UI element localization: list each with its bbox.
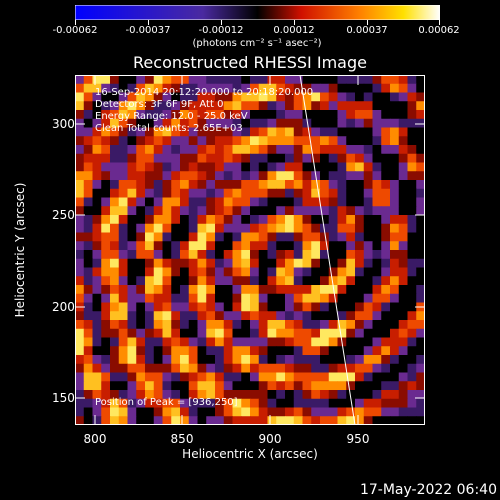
colorbar-tick-label: -0.00012 (198, 25, 244, 36)
colorbar-tick (75, 20, 76, 25)
colorbar-tick-label: 0.00037 (346, 25, 388, 36)
x-tick-label: 800 (83, 432, 107, 446)
colorbar-tick-label: -0.00037 (125, 25, 171, 36)
plot-frame (75, 75, 425, 425)
colorbar-tick-label: 0.00012 (273, 25, 315, 36)
colorbar-units: (photons cm⁻² s⁻¹ asec⁻²) (192, 38, 322, 49)
info-counts: Clean Total counts: 2.65E+03 (95, 123, 243, 134)
info-energy-range: Energy Range: 12.0 - 25.0 keV (95, 111, 248, 122)
peak-position-label: Position of Peak = [936,250] (95, 397, 238, 408)
x-tick-label: 900 (258, 432, 282, 446)
y-tick-label: 300 (52, 117, 75, 131)
colorbar (75, 5, 440, 20)
y-tick-label: 250 (52, 208, 75, 222)
date-stamp: 17-May-2022 06:40 (359, 482, 497, 498)
colorbar-tick (148, 20, 149, 25)
x-axis-label: Heliocentric X (arcsec) (182, 447, 318, 461)
plot-title: Reconstructed RHESSI Image (133, 53, 367, 72)
y-tick-label: 150 (52, 391, 75, 405)
rhessi-image (75, 75, 425, 425)
y-tick-label: 200 (52, 300, 75, 314)
x-tick-label: 950 (346, 432, 370, 446)
colorbar-tick (294, 20, 295, 25)
y-axis-label: Heliocentric Y (arcsec) (13, 182, 27, 318)
colorbar-tick-label: 0.00062 (418, 25, 460, 36)
colorbar-tick (221, 20, 222, 25)
x-tick-label: 850 (170, 432, 194, 446)
colorbar-tick (439, 20, 440, 25)
colorbar-tick (367, 20, 368, 25)
solar-limb-line (299, 75, 356, 425)
info-time-range: 16-Sep-2014 20:12:20.000 to 20:18:20.000 (95, 87, 314, 98)
colorbar-tick-label: -0.00062 (52, 25, 98, 36)
axis-ticks (75, 75, 425, 425)
info-detectors: Detectors: 3F 6F 9F, Att 0 (95, 99, 224, 110)
